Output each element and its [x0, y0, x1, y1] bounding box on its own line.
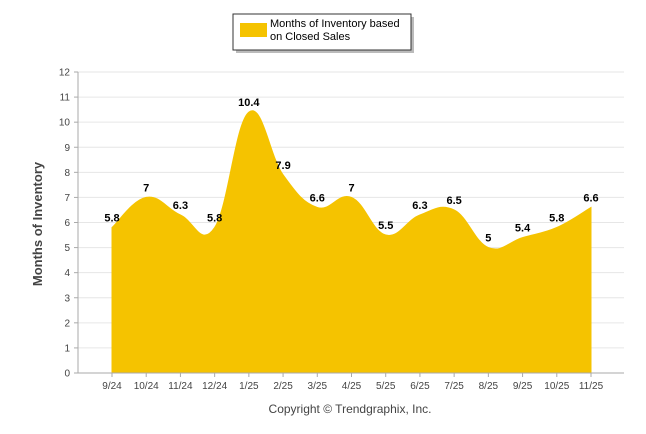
- legend-swatch: [240, 23, 267, 37]
- x-tick-label: 8/25: [479, 381, 499, 392]
- data-label: 5.5: [378, 220, 393, 232]
- y-tick-label: 8: [64, 168, 70, 179]
- data-label: 5: [485, 233, 491, 245]
- x-tick-label: 10/25: [544, 381, 569, 392]
- x-tick-label: 4/25: [342, 381, 362, 392]
- copyright-text: Copyright © Trendgraphix, Inc.: [269, 402, 432, 416]
- x-tick-label: 11/24: [168, 381, 193, 392]
- data-label: 5.8: [549, 213, 564, 225]
- x-tick-label: 9/25: [513, 381, 533, 392]
- y-tick-label: 10: [59, 118, 71, 129]
- legend-label-line2: on Closed Sales: [270, 31, 351, 43]
- x-tick-label: 11/25: [579, 381, 604, 392]
- data-label: 5.8: [104, 213, 119, 225]
- y-tick-label: 1: [64, 343, 70, 354]
- y-tick-label: 6: [64, 218, 70, 229]
- legend-label-line1: Months of Inventory based: [270, 18, 400, 30]
- x-tick-label: 12/24: [202, 381, 227, 392]
- x-tick-label: 2/25: [273, 381, 293, 392]
- y-tick-label: 7: [64, 193, 70, 204]
- x-tick-label: 9/24: [102, 381, 122, 392]
- data-label: 6.6: [583, 192, 598, 204]
- data-label: 6.3: [412, 200, 427, 212]
- y-tick-label: 5: [64, 243, 70, 254]
- y-tick-label: 4: [64, 268, 70, 279]
- data-label: 7: [348, 182, 354, 194]
- y-tick-label: 0: [64, 369, 70, 380]
- data-labels: 5.8 7 6.3 5.8 10.4 7.9 6.6 7 5.5 6.3 6.5 5 5.4 5.8 6.6: [104, 97, 598, 244]
- y-tick-label: 2: [64, 318, 70, 329]
- data-label: 5.4: [515, 223, 531, 235]
- data-label: 6.6: [310, 192, 325, 204]
- x-tick-label: 3/25: [308, 381, 328, 392]
- data-label: 6.5: [446, 195, 461, 207]
- x-axis-ticks: 9/24 10/24 11/24 12/24 1/25 2/25 3/25 4/25 5/25 6…: [102, 373, 604, 392]
- x-tick-label: 10/24: [134, 381, 159, 392]
- x-tick-label: 6/25: [410, 381, 430, 392]
- y-tick-label: 3: [64, 293, 70, 304]
- y-tick-label: 11: [60, 93, 71, 104]
- y-tick-label: 12: [59, 68, 71, 79]
- area-series: [111, 110, 592, 374]
- legend: Months of Inventory based on Closed Sale…: [232, 13, 414, 53]
- data-label: 10.4: [238, 97, 260, 109]
- data-label: 7: [143, 182, 149, 194]
- data-label: 5.8: [207, 213, 222, 225]
- data-label: 7.9: [275, 160, 290, 172]
- x-tick-label: 7/25: [444, 381, 464, 392]
- x-tick-label: 5/25: [376, 381, 396, 392]
- y-tick-label: 9: [64, 143, 70, 154]
- data-label: 6.3: [173, 200, 188, 212]
- y-axis-title: Months of Inventory: [30, 161, 45, 286]
- x-tick-label: 1/25: [239, 381, 259, 392]
